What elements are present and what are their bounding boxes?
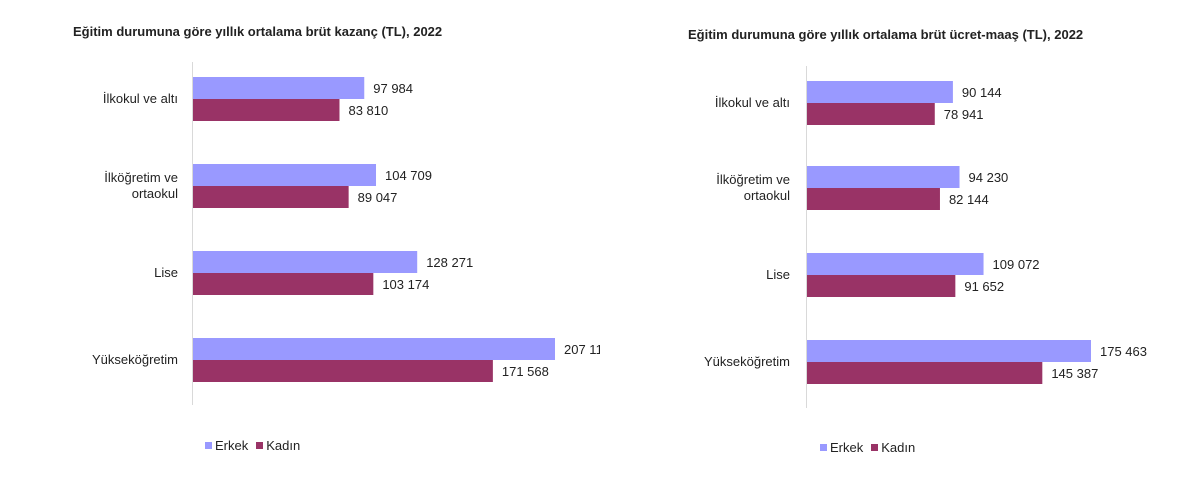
bar-kadin <box>807 362 1043 384</box>
category-label: Lise <box>154 265 178 280</box>
legend-swatch-erkek <box>205 442 212 449</box>
chart-title: Eğitim durumuna göre yıllık ortalama brü… <box>688 27 1084 42</box>
data-label-kadin: 83 810 <box>348 103 388 118</box>
data-label-kadin: 145 387 <box>1051 366 1098 381</box>
legend-label-erkek: Erkek <box>215 438 249 453</box>
category-label-line: Lise <box>766 267 790 282</box>
data-label-kadin: 91 652 <box>964 279 1004 294</box>
category-label-line: ortaokul <box>132 186 178 201</box>
category-label-line: Lise <box>154 265 178 280</box>
legend-label-erkek: Erkek <box>830 440 864 455</box>
category-label: İlkokul ve altı <box>103 91 178 106</box>
bar-kadin <box>193 186 349 208</box>
bar-erkek <box>807 253 984 275</box>
legend-swatch-kadin <box>871 444 879 451</box>
data-label-erkek: 175 463 <box>1100 344 1147 359</box>
data-label-erkek: 128 271 <box>426 255 473 270</box>
data-label-kadin: 171 568 <box>502 364 549 379</box>
category-label-line: İlköğretim ve <box>716 172 790 187</box>
data-label-erkek: 90 144 <box>962 85 1002 100</box>
category-label-line: Yükseköğretim <box>92 352 178 367</box>
data-label-kadin: 82 144 <box>949 192 989 207</box>
chart-title: Eğitim durumuna göre yıllık ortalama brü… <box>73 24 443 39</box>
bar-kadin <box>193 273 374 295</box>
data-label-kadin: 78 941 <box>944 107 984 122</box>
data-label-erkek: 104 709 <box>385 168 432 183</box>
bar-kadin <box>193 99 340 121</box>
bar-erkek <box>193 164 377 186</box>
legend-swatch-kadin <box>256 442 264 449</box>
legend-item-kadin: Kadın <box>871 440 915 455</box>
bar-chart-svg: İlkokul ve altı 90 144 78 941 İlköğretim ve… <box>704 66 1147 408</box>
legend-item-kadin: Kadın <box>256 438 300 453</box>
data-label-erkek: 109 072 <box>993 257 1040 272</box>
legend-item-erkek: Erkek <box>205 438 248 453</box>
legend-label-kadin: Kadın <box>881 440 916 455</box>
bar-erkek <box>193 338 555 360</box>
category-label: Lise <box>766 267 790 282</box>
bar-chart-svg: İlkokul ve altı 97 984 83 810 İlköğretim ve… <box>92 62 600 405</box>
data-label-kadin: 103 174 <box>382 277 429 292</box>
data-label-erkek: 94 230 <box>969 170 1009 185</box>
bar-erkek <box>193 77 365 99</box>
legend-item-erkek: Erkek <box>820 440 863 455</box>
chart-panel-right: Eğitim durumuna göre yıllık ortalama brü… <box>612 0 1200 499</box>
bar-erkek <box>193 251 418 273</box>
data-label-erkek: 207 112 <box>564 342 600 357</box>
chart-panel-left: Eğitim durumuna göre yıllık ortalama brü… <box>73 24 600 453</box>
data-label-erkek: 97 984 <box>373 81 413 96</box>
data-label-kadin: 89 047 <box>358 190 398 205</box>
bar-erkek <box>807 340 1091 362</box>
category-label-line: İlkokul ve altı <box>103 91 178 106</box>
bar-kadin <box>807 188 940 210</box>
category-label: İlkokul ve altı <box>715 95 790 110</box>
category-label: İlköğretim ve ortaokul <box>104 170 178 201</box>
bar-kadin <box>807 275 956 297</box>
category-label-line: İlköğretim ve <box>104 170 178 185</box>
bar-kadin <box>193 360 493 382</box>
category-label: Yükseköğretim <box>92 352 178 367</box>
category-label-line: ortaokul <box>744 188 790 203</box>
legend-swatch-erkek <box>820 444 827 451</box>
legend: Erkek Kadın <box>205 438 300 453</box>
category-label: İlköğretim ve ortaokul <box>716 172 790 203</box>
category-label-line: Yükseköğretim <box>704 354 790 369</box>
category-label-line: İlkokul ve altı <box>715 95 790 110</box>
bar-kadin <box>807 103 935 125</box>
category-label: Yükseköğretim <box>704 354 790 369</box>
bar-erkek <box>807 166 960 188</box>
bar-erkek <box>807 81 953 103</box>
legend: Erkek Kadın <box>820 440 915 455</box>
legend-label-kadin: Kadın <box>266 438 301 453</box>
